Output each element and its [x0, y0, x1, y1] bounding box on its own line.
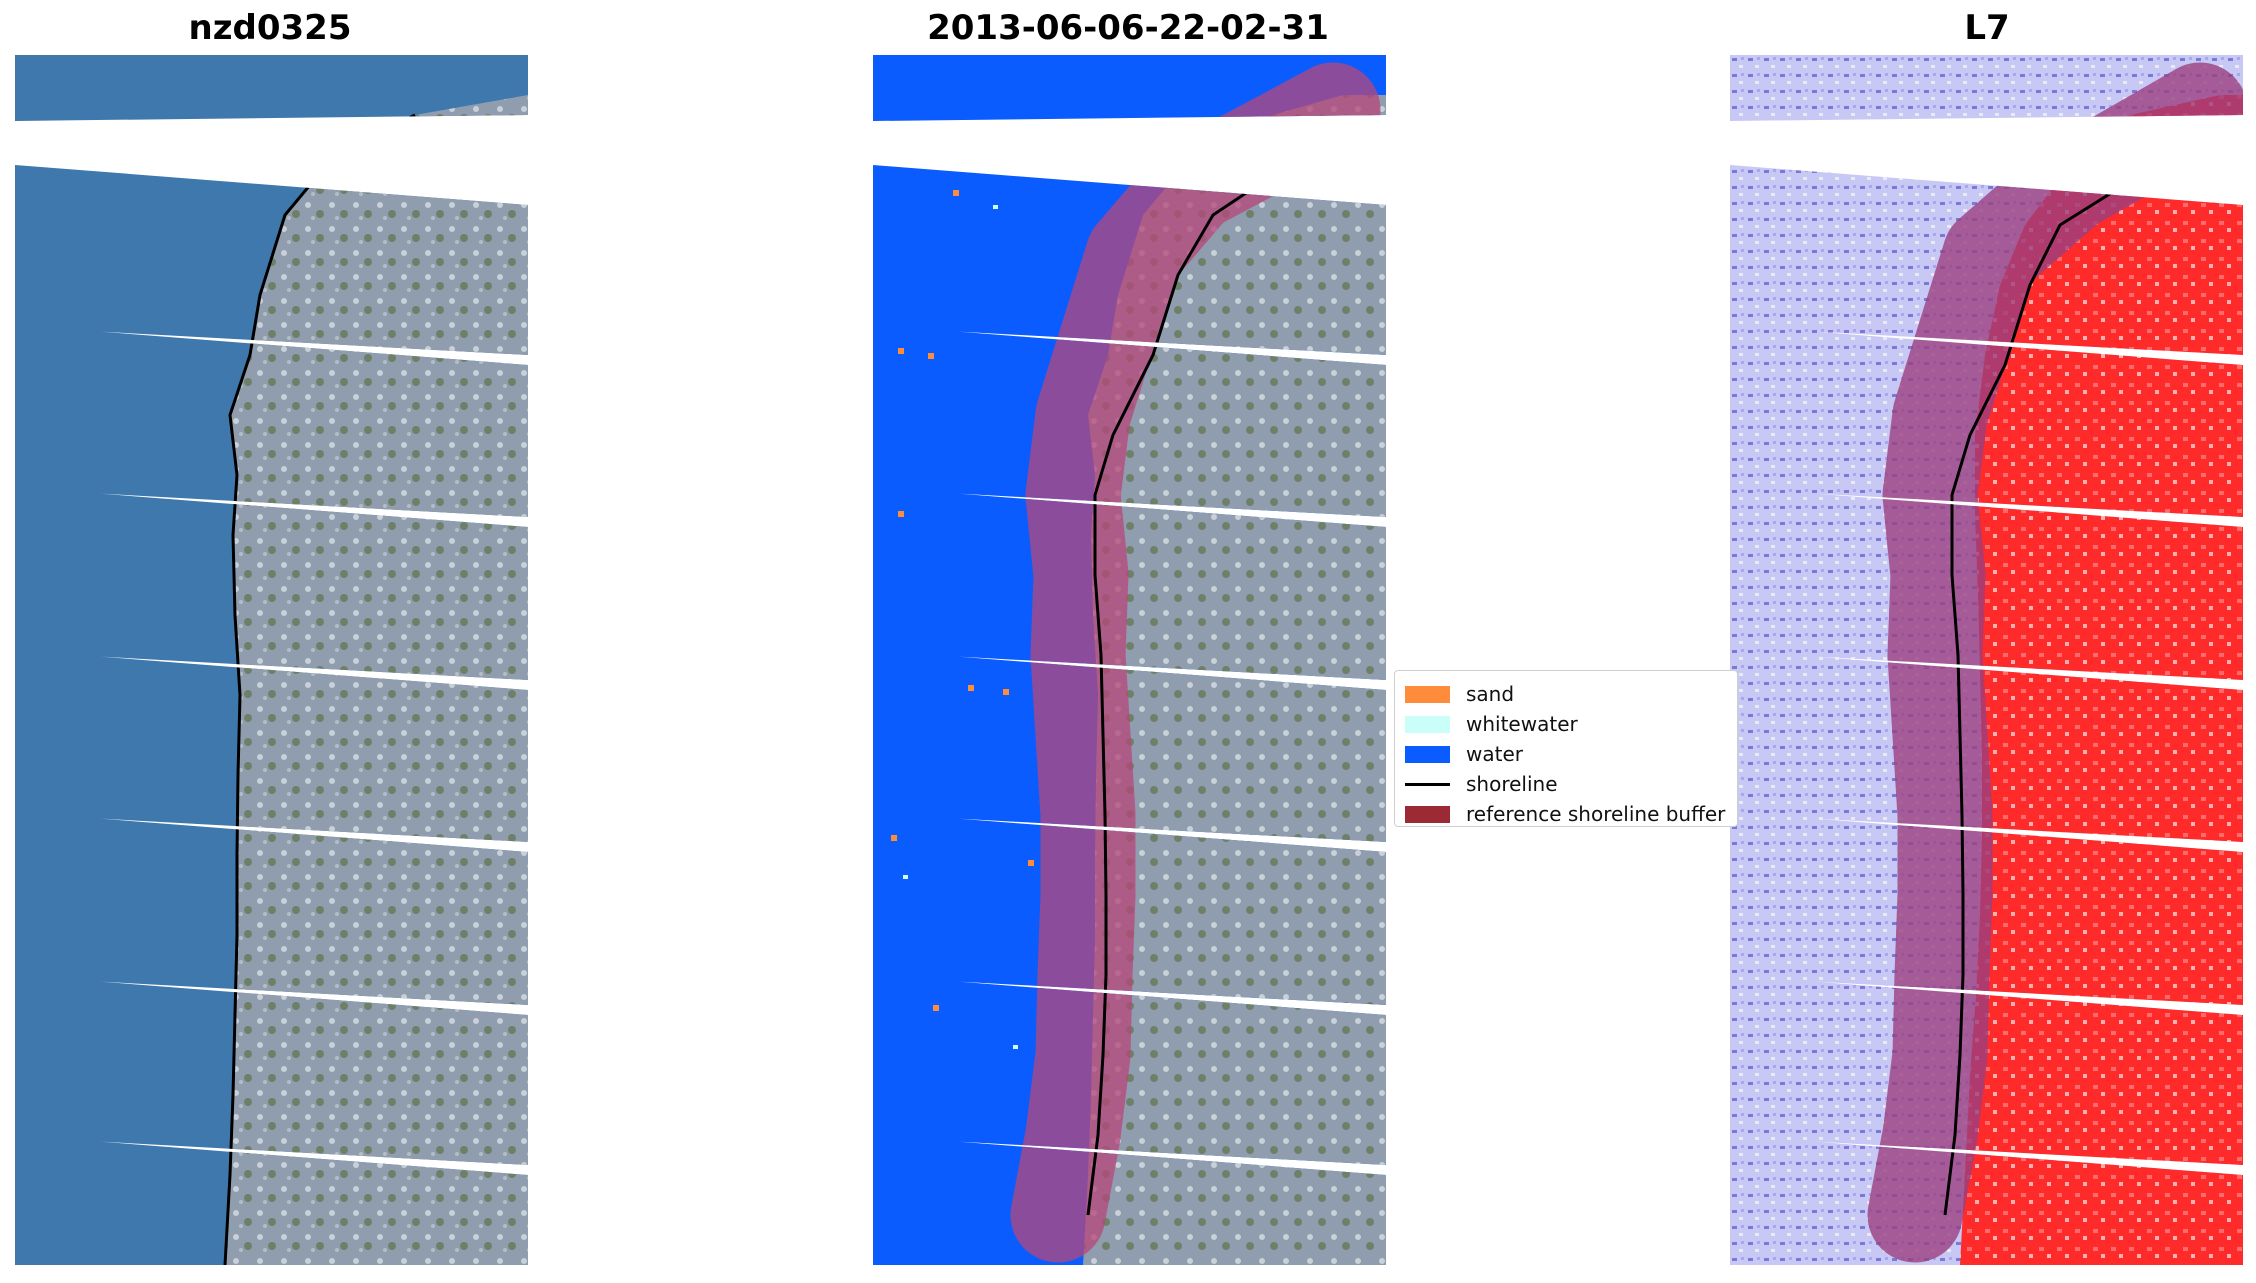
legend-label: sand [1466, 682, 1515, 706]
panel-title-1: nzd0325 [188, 8, 352, 48]
rgb-image-panel [15, 55, 528, 1265]
legend-item-whitewater: whitewater [1405, 709, 1727, 739]
reference-shoreline-buffer [1010, 62, 1381, 1263]
legend-item-water: water [1405, 739, 1727, 769]
shoreline-swatch [1405, 782, 1450, 786]
index-map-panel [1730, 55, 2243, 1265]
land-area [1083, 95, 1386, 1265]
shoreline [223, 113, 416, 1265]
sand-swatch [1405, 685, 1450, 703]
reference-shoreline-buffer [1867, 62, 2243, 1263]
whitewater-pixels [903, 205, 1018, 1049]
panel-title-2: 2013-06-06-22-02-31 [927, 8, 1329, 48]
legend-label: whitewater [1466, 712, 1578, 736]
shoreline [1943, 128, 2236, 1216]
index-land-area [1960, 95, 2243, 1265]
classified-image-panel [873, 55, 1386, 1265]
legend-label: water [1466, 742, 1523, 766]
water-swatch [1405, 745, 1450, 763]
land-area [225, 95, 528, 1265]
legend-label: reference shoreline buffer [1466, 802, 1726, 826]
panel-title-3: L7 [1964, 8, 2010, 48]
legend-item-buffer: reference shoreline buffer [1405, 799, 1727, 829]
legend: sand whitewater water shoreline referenc… [1394, 670, 1738, 827]
shoreline [1086, 133, 1379, 1216]
legend-item-shoreline: shoreline [1405, 769, 1727, 799]
sand-pixels [891, 190, 1034, 1011]
legend-item-sand: sand [1405, 679, 1727, 709]
buffer-swatch [1405, 805, 1450, 823]
legend-label: shoreline [1466, 772, 1558, 796]
whitewater-swatch [1405, 715, 1450, 733]
